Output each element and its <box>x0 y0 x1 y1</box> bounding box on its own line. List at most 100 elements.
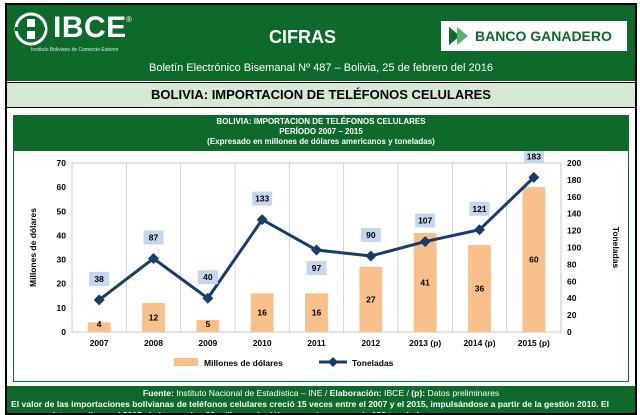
tonnes-label-box <box>415 213 436 228</box>
logo-text: IBCE <box>53 11 127 44</box>
x-tick-label: 2007 <box>90 338 109 348</box>
logo-registered-mark: ® <box>126 15 132 24</box>
header: IBCE ® Instituto Boliviano de Comercio E… <box>7 5 635 81</box>
y2-tick-label: 200 <box>567 158 581 168</box>
bar-value-label: 60 <box>529 255 539 265</box>
y2-tick-label: 20 <box>567 310 577 320</box>
ibce-logo: IBCE ® Instituto Boliviano de Comercio E… <box>13 11 132 53</box>
bulletin-page: IBCE ® Instituto Boliviano de Comercio E… <box>5 3 637 415</box>
y2-tick-label: 180 <box>567 175 581 185</box>
summary-note: El valor de las importaciones bolivianas… <box>11 399 610 415</box>
tonnes-value-label: 107 <box>418 216 432 226</box>
legend-bar-label: Millones de dólares <box>204 358 283 368</box>
bar <box>196 319 220 332</box>
elaboration-text: IBCE / <box>381 388 412 398</box>
tonnes-label-box <box>306 261 327 276</box>
y-tick-label: 60 <box>57 182 67 192</box>
legend-line-label: Toneladas <box>352 358 394 368</box>
tonnes-marker <box>256 214 268 226</box>
tonnes-marker <box>202 292 214 304</box>
source-text: Instituto Nacional de Estadística – INE … <box>173 388 330 398</box>
bar-value-label: 4 <box>97 319 102 329</box>
chart-area: 0 10 20 30 40 50 60 70 0 20 40 60 80 100 120 140 160 180 2… <box>13 151 629 382</box>
y-tick-label: 0 <box>61 327 66 337</box>
tonnes-value-label: 38 <box>94 274 104 284</box>
source-line: Fuente: Instituto Nacional de Estadístic… <box>11 388 631 399</box>
bar-value-label: 16 <box>312 308 322 318</box>
chart-svg: 0 10 20 30 40 50 60 70 0 20 40 60 80 100 120 140 160 180 2… <box>28 151 621 368</box>
tonnes-value-label: 87 <box>149 232 159 242</box>
bar-value-label: 12 <box>149 313 159 323</box>
bar <box>522 187 546 332</box>
chart-subtitle-period: PERÍODO 2007 – 2015 <box>279 127 363 136</box>
tonnes-value-label: 40 <box>203 272 213 282</box>
tonnes-marker <box>365 250 377 262</box>
tonnes-value-label: 90 <box>366 230 376 240</box>
preliminary-label: (p): <box>411 388 426 398</box>
bank-name: BANCO GANADERO <box>475 28 612 44</box>
bar-value-label: 36 <box>475 284 485 294</box>
logo-subtitle: Instituto Boliviano de Comercio Exterior <box>31 47 119 53</box>
x-tick-label: 2010 <box>253 338 272 348</box>
chart-subtitle-units: (Expresado en millones de dólares americ… <box>207 137 435 146</box>
chart-title: BOLIVIA: IMPORTACION DE TELÉFONOS CELULA… <box>216 117 426 126</box>
y2-tick-label: 40 <box>567 293 577 303</box>
chart-header: BOLIVIA: IMPORTACION DE TELÉFONOS CELULA… <box>13 115 629 151</box>
bar <box>305 293 328 332</box>
bar <box>413 233 437 332</box>
legend-bar-swatch <box>174 358 198 366</box>
y2-tick-label: 80 <box>567 259 577 269</box>
y-tick-label: 70 <box>57 158 67 168</box>
tonnes-marker <box>528 171 540 183</box>
section-title: CIFRAS <box>269 27 336 47</box>
x-tick-label: 2012 <box>361 338 380 348</box>
y-tick-label: 40 <box>57 230 67 240</box>
tonnes-value-label: 97 <box>312 263 322 273</box>
preliminary-text: Datos preliminares <box>425 388 500 398</box>
bar <box>250 293 274 332</box>
bar-value-label: 16 <box>257 308 267 318</box>
bar <box>87 322 111 332</box>
x-tick-label: 2008 <box>144 338 163 348</box>
tonnes-marker <box>311 244 322 256</box>
y2-tick-label: 100 <box>567 243 581 253</box>
elaboration-label: Elaboración: <box>329 388 382 398</box>
y2-axis-label: Toneladas <box>611 227 621 269</box>
tonnes-label-box <box>252 191 273 206</box>
y2-tick-label: 0 <box>567 327 572 337</box>
bar-value-label: 27 <box>366 294 376 304</box>
source-label: Fuente: <box>142 388 174 398</box>
tonnes-value-label: 133 <box>255 194 269 204</box>
y-tick-label: 10 <box>57 303 67 313</box>
tonnes-value-label: 183 <box>527 151 541 161</box>
tonnes-marker <box>148 252 159 264</box>
x-tick-label: 2011 <box>307 338 326 348</box>
tonnes-label-box <box>360 227 381 242</box>
x-tick-label: 2014 (p) <box>463 338 495 348</box>
bank-logo: BANCO GANADERO <box>441 21 627 51</box>
y2-tick-label: 60 <box>567 276 577 286</box>
tonnes-marker <box>93 294 105 306</box>
tonnes-label-box <box>469 201 490 216</box>
bulletin-line: Boletín Electrónico Bisemanal Nº 487 – B… <box>148 62 493 74</box>
y2-tick-label: 160 <box>567 192 581 202</box>
footer: Fuente: Instituto Nacional de Estadístic… <box>7 386 635 413</box>
bar-value-label: 5 <box>205 319 210 329</box>
tonnes-marker <box>474 224 485 236</box>
page-title: BOLIVIA: IMPORTACION DE TELÉFONOS CELULA… <box>7 82 635 108</box>
y-tick-label: 30 <box>57 255 67 265</box>
tonnes-label-box <box>89 271 110 286</box>
x-tick-label: 2013 (p) <box>409 338 441 348</box>
bar <box>359 266 383 332</box>
bar-value-label: 41 <box>420 278 430 288</box>
tonnes-label-box <box>143 230 164 245</box>
y-tick-label: 50 <box>57 206 67 216</box>
y-axis-label: Millones de dólares <box>28 208 38 287</box>
bar <box>142 303 165 332</box>
y-tick-label: 20 <box>57 279 67 289</box>
x-tick-label: 2015 (p) <box>518 338 550 348</box>
tonnes-label-box <box>523 151 544 164</box>
bar <box>468 245 491 332</box>
x-tick-label: 2009 <box>198 338 217 348</box>
tonnes-label-box <box>197 270 218 285</box>
